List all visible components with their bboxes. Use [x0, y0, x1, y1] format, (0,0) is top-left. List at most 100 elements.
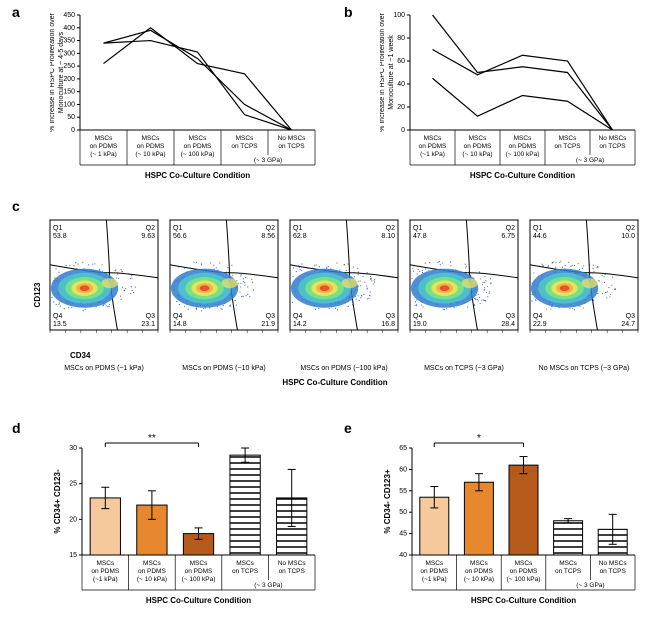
svg-text:Q4: Q4	[53, 313, 62, 320]
svg-text:14.8: 14.8	[173, 321, 187, 328]
svg-text:23.1: 23.1	[141, 321, 155, 328]
svg-text:Q4: Q4	[413, 313, 422, 320]
svg-text:24.7: 24.7	[621, 321, 635, 328]
svg-text:HSPC Co-Culture Condition: HSPC Co-Culture Condition	[146, 596, 251, 605]
svg-text:MSCs: MSCs	[236, 560, 254, 567]
svg-text:0: 0	[71, 127, 75, 134]
svg-text:% Increase in HSPC Proliferati: % Increase in HSPC Proliferation overMon…	[380, 13, 395, 132]
svg-text:250: 250	[63, 63, 75, 70]
svg-text:on PDMS: on PDMS	[184, 143, 212, 150]
svg-text:% CD34- CD123+: % CD34- CD123+	[383, 469, 392, 534]
svg-text:300: 300	[63, 50, 75, 57]
svg-text:(~ 10 kPa): (~ 10 kPa)	[462, 151, 492, 158]
panel-label-c: c	[12, 198, 20, 214]
svg-text:MSCs on TCPS (~3 GPa): MSCs on TCPS (~3 GPa)	[424, 365, 504, 372]
flow-cytometry-panel: CD123CD34Q153.8Q29.63Q413.5Q323.1MSCs on…	[30, 215, 640, 410]
svg-text:on TCPS: on TCPS	[278, 143, 305, 150]
svg-text:14.2: 14.2	[293, 321, 307, 328]
svg-text:Q2: Q2	[266, 225, 275, 232]
svg-text:200: 200	[63, 76, 75, 83]
svg-text:Q3: Q3	[626, 313, 635, 320]
svg-text:CD34: CD34	[70, 351, 91, 360]
svg-text:MSCs: MSCs	[424, 135, 442, 142]
svg-text:Q1: Q1	[533, 225, 542, 232]
svg-text:MSCs: MSCs	[425, 560, 443, 567]
svg-text:Q2: Q2	[506, 225, 515, 232]
svg-text:Q3: Q3	[146, 313, 155, 320]
svg-text:400: 400	[63, 25, 75, 32]
svg-text:(~ 100 kPa): (~ 100 kPa)	[181, 151, 215, 158]
svg-text:53.8: 53.8	[53, 233, 67, 240]
svg-text:(~ 100 kPa): (~ 100 kPa)	[506, 151, 540, 158]
svg-text:13.5: 13.5	[53, 321, 67, 328]
svg-text:Q3: Q3	[506, 313, 515, 320]
svg-text:on PDMS: on PDMS	[420, 568, 448, 575]
svg-text:15: 15	[69, 552, 77, 559]
svg-text:HSPC Co-Culture Condition: HSPC Co-Culture Condition	[470, 171, 575, 180]
svg-text:Q4: Q4	[173, 313, 182, 320]
svg-text:on PDMS: on PDMS	[90, 143, 118, 150]
svg-text:8.56: 8.56	[261, 233, 275, 240]
svg-text:MSCs: MSCs	[469, 135, 487, 142]
svg-text:on PDMS: on PDMS	[91, 568, 119, 575]
svg-text:MSCs on PDMS (~10 kPa): MSCs on PDMS (~10 kPa)	[182, 365, 265, 372]
svg-text:(~ 10 kPa): (~ 10 kPa)	[137, 576, 167, 583]
svg-text:19.0: 19.0	[413, 321, 427, 328]
svg-text:No MSCs: No MSCs	[278, 135, 307, 142]
svg-text:Q3: Q3	[386, 313, 395, 320]
svg-text:45: 45	[399, 531, 407, 538]
panel-label-e: e	[344, 420, 352, 436]
svg-text:Q3: Q3	[266, 313, 275, 320]
svg-text:60: 60	[397, 58, 405, 65]
panel-label-a: a	[12, 4, 20, 20]
svg-text:(~ 100 kPa): (~ 100 kPa)	[507, 576, 541, 583]
svg-text:(~ 3 GPa): (~ 3 GPa)	[254, 157, 282, 164]
svg-text:on PDMS: on PDMS	[464, 143, 492, 150]
svg-text:30: 30	[69, 445, 77, 452]
svg-text:on TCPS: on TCPS	[232, 568, 259, 575]
panel-label-b: b	[344, 4, 353, 20]
svg-text:on TCPS: on TCPS	[279, 568, 306, 575]
svg-text:65: 65	[399, 445, 407, 452]
svg-text:16.8: 16.8	[381, 321, 395, 328]
svg-text:MSCs on PDMS (~1 kPa): MSCs on PDMS (~1 kPa)	[64, 365, 144, 372]
svg-text:56.6: 56.6	[173, 233, 187, 240]
svg-text:(~1 kPa): (~1 kPa)	[420, 151, 445, 158]
svg-text:No MSCs: No MSCs	[599, 560, 628, 567]
svg-text:on TCPS: on TCPS	[231, 143, 258, 150]
svg-text:20: 20	[397, 104, 405, 111]
svg-text:Q2: Q2	[146, 225, 155, 232]
svg-text:No MSCs on TCPS (~3 GPa): No MSCs on TCPS (~3 GPa)	[539, 365, 630, 372]
svg-text:8.10: 8.10	[381, 233, 395, 240]
svg-text:55: 55	[399, 488, 407, 495]
svg-text:350: 350	[63, 38, 75, 45]
chart-e: 404550556065MSCson PDMS(~1 kPa)MSCson PD…	[380, 430, 640, 615]
svg-text:Q4: Q4	[533, 313, 542, 320]
svg-text:100: 100	[393, 12, 405, 19]
svg-text:Q1: Q1	[413, 225, 422, 232]
svg-text:50: 50	[67, 114, 75, 121]
svg-text:MSCs: MSCs	[559, 560, 577, 567]
svg-text:on PDMS: on PDMS	[509, 143, 537, 150]
svg-text:HSPC Co-Culture Condition: HSPC Co-Culture Condition	[282, 378, 387, 387]
svg-text:(~ 3 GPa): (~ 3 GPa)	[576, 582, 604, 589]
svg-text:Q2: Q2	[386, 225, 395, 232]
svg-text:MSCs: MSCs	[142, 135, 160, 142]
svg-text:HSPC Co-Culture Condition: HSPC Co-Culture Condition	[471, 596, 576, 605]
svg-text:(~1 kPa): (~1 kPa)	[93, 576, 118, 583]
svg-text:(~ 3 GPa): (~ 3 GPa)	[576, 157, 604, 164]
svg-text:MSCs: MSCs	[559, 135, 577, 142]
svg-text:on PDMS: on PDMS	[138, 568, 166, 575]
svg-text:50: 50	[399, 509, 407, 516]
svg-text:450: 450	[63, 12, 75, 19]
svg-text:40: 40	[397, 81, 405, 88]
svg-text:MSCs: MSCs	[189, 135, 207, 142]
svg-text:10.0: 10.0	[621, 233, 635, 240]
svg-text:MSCs: MSCs	[190, 560, 208, 567]
svg-text:150: 150	[63, 89, 75, 96]
chart-d: 15202530MSCson PDMS(~1 kPa)MSCson PDMS(~…	[50, 430, 320, 615]
svg-text:MSCs: MSCs	[143, 560, 161, 567]
svg-text:MSCs: MSCs	[95, 135, 113, 142]
svg-text:on PDMS: on PDMS	[510, 568, 538, 575]
svg-text:on PDMS: on PDMS	[465, 568, 493, 575]
